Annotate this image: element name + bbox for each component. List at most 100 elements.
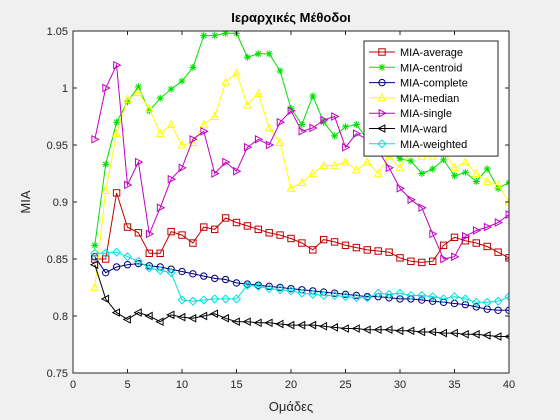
data-point [111,308,120,317]
data-point [483,222,493,232]
data-point [102,255,110,263]
y-tick-label: 0.85 [47,254,68,266]
data-point [243,222,252,230]
legend-entry: MIA-median [369,93,459,105]
data-point [482,331,491,340]
data-point [342,142,351,152]
data-point [286,320,295,330]
data-point [331,132,339,140]
legend-label: MIA-single [400,108,452,120]
data-point [504,292,509,302]
data-point [298,120,306,128]
legend-marker [377,139,387,149]
data-point [177,312,186,322]
data-point [307,320,317,330]
x-tick-label: 15 [230,379,242,391]
data-point [385,163,395,173]
data-point [493,179,503,189]
legend-box [363,40,499,157]
data-point [254,225,263,234]
data-point [396,183,405,193]
data-point [133,308,142,317]
y-axis-title: MIA [18,190,33,213]
data-point [330,238,339,246]
data-point [505,210,509,219]
data-point [494,218,504,227]
axes: 0 5 10 15 20 25 30 35 40 0.75 0.8 0.85 0.9 0.95 1 1.05 [47,26,516,391]
data-point [221,214,230,222]
data-point [429,297,437,305]
data-point [265,229,273,237]
data-point [449,328,458,338]
data-point [330,290,340,301]
legend-label: MIA-weighted [400,139,467,151]
data-point [156,94,164,102]
series-line [94,63,509,260]
data-point [124,180,133,190]
data-point [232,68,241,77]
data-point [102,83,111,93]
data-point [166,268,176,278]
data-point [352,165,361,174]
data-point [233,166,242,176]
data-point [167,174,177,184]
legend-marker [378,108,387,118]
data-point [242,317,251,327]
data-point [113,60,122,70]
data-point [211,225,219,234]
data-point [167,85,175,93]
data-point [329,323,338,332]
data-point [167,227,175,236]
data-point [493,332,502,341]
data-point [406,290,416,301]
data-point [450,172,459,180]
data-point [482,297,492,307]
series-mia-average [91,189,509,267]
data-point [418,169,426,178]
data-point [309,123,318,133]
data-point [275,319,284,329]
data-point [178,231,186,239]
data-point [232,279,241,287]
data-point [471,329,480,339]
data-point [297,288,307,298]
data-point [351,293,361,303]
data-point [253,281,263,291]
data-point [276,283,284,292]
data-point [178,267,186,276]
legend-entry: MIA-ward [369,124,447,136]
data-point [178,163,187,173]
data-point [396,254,404,262]
data-point [253,318,262,328]
data-point [319,160,329,169]
legend-label: MIA-complete [400,78,468,90]
data-point [221,275,230,284]
data-point [308,168,318,177]
data-point [286,183,296,192]
data-point [210,294,220,304]
data-point [482,176,492,185]
y-tick-label: 0.95 [47,140,68,152]
data-point [395,326,404,336]
data-point [440,156,448,164]
legend-label: MIA-centroid [400,62,462,74]
data-point [462,231,471,241]
x-tick-label: 10 [176,379,188,391]
data-point [450,233,459,242]
data-point [428,292,438,302]
data-point [133,256,143,266]
data-point [134,229,143,237]
data-point [210,111,220,120]
data-point [460,329,469,339]
legend-entry: MIA-weighted [369,139,467,151]
data-point [231,317,240,327]
data-point [189,63,197,71]
data-point [494,184,502,192]
data-point [395,288,405,298]
legend-label: MIA-median [400,93,459,105]
y-tick-label: 0.9 [53,197,68,209]
data-point [287,106,296,116]
data-point [450,162,459,172]
data-point [429,257,437,265]
